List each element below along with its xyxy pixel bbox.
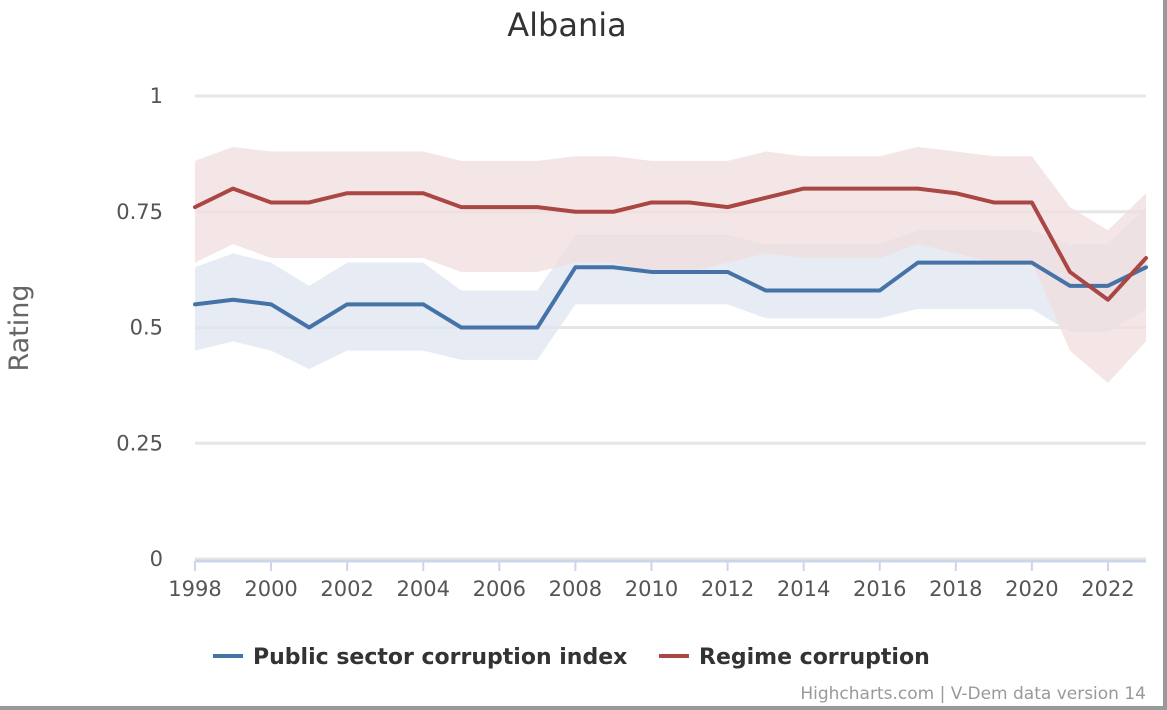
x-tick-label: 2004 (397, 577, 450, 601)
legend[interactable]: Public sector corruption index Regime cor… (213, 645, 930, 670)
y-tick-label: 0.25 (116, 431, 163, 455)
y-tick-label: 0.75 (116, 200, 163, 224)
x-tick-label: 2010 (625, 577, 678, 601)
x-tick-label: 2014 (777, 577, 830, 601)
x-tick-label: 2002 (320, 577, 373, 601)
legend-item-0[interactable]: Public sector corruption index (213, 645, 627, 670)
series-line-0[interactable] (193, 260, 1148, 330)
x-tick-label: 2008 (549, 577, 602, 601)
x-tick-label: 2016 (853, 577, 906, 601)
confidence-band-1 (195, 146, 1146, 384)
series-lines (193, 186, 1148, 330)
x-tick-label: 2022 (1081, 577, 1134, 601)
chart-title: Albania (507, 6, 626, 44)
credits[interactable]: Highcharts.com | V-Dem data version 14 (800, 684, 1146, 704)
confidence-bands (195, 146, 1146, 384)
confidence-band-0 (195, 207, 1146, 370)
series-line-1[interactable] (193, 186, 1148, 302)
x-tick-label: 2000 (244, 577, 297, 601)
x-axis: 1998 2000 2002 2004 2006 2008 2010 2012 2014 2016… (168, 559, 1146, 601)
y-axis-label: Rating (4, 284, 35, 371)
legend-item-1[interactable]: Regime corruption (659, 645, 930, 670)
x-tick-label: 1998 (168, 577, 221, 601)
y-tick-label: 0 (150, 547, 163, 571)
y-axis-ticks: 0 0.25 0.5 0.75 1 (116, 84, 163, 571)
x-tick-label: 2012 (701, 577, 754, 601)
legend-label: Public sector corruption index (253, 645, 627, 670)
x-tick-label: 2020 (1005, 577, 1058, 601)
x-tick-label: 2018 (929, 577, 982, 601)
legend-label: Regime corruption (699, 645, 930, 670)
x-tick-label: 2006 (473, 577, 526, 601)
y-tick-label: 0.5 (130, 316, 163, 340)
y-tick-label: 1 (150, 84, 163, 108)
